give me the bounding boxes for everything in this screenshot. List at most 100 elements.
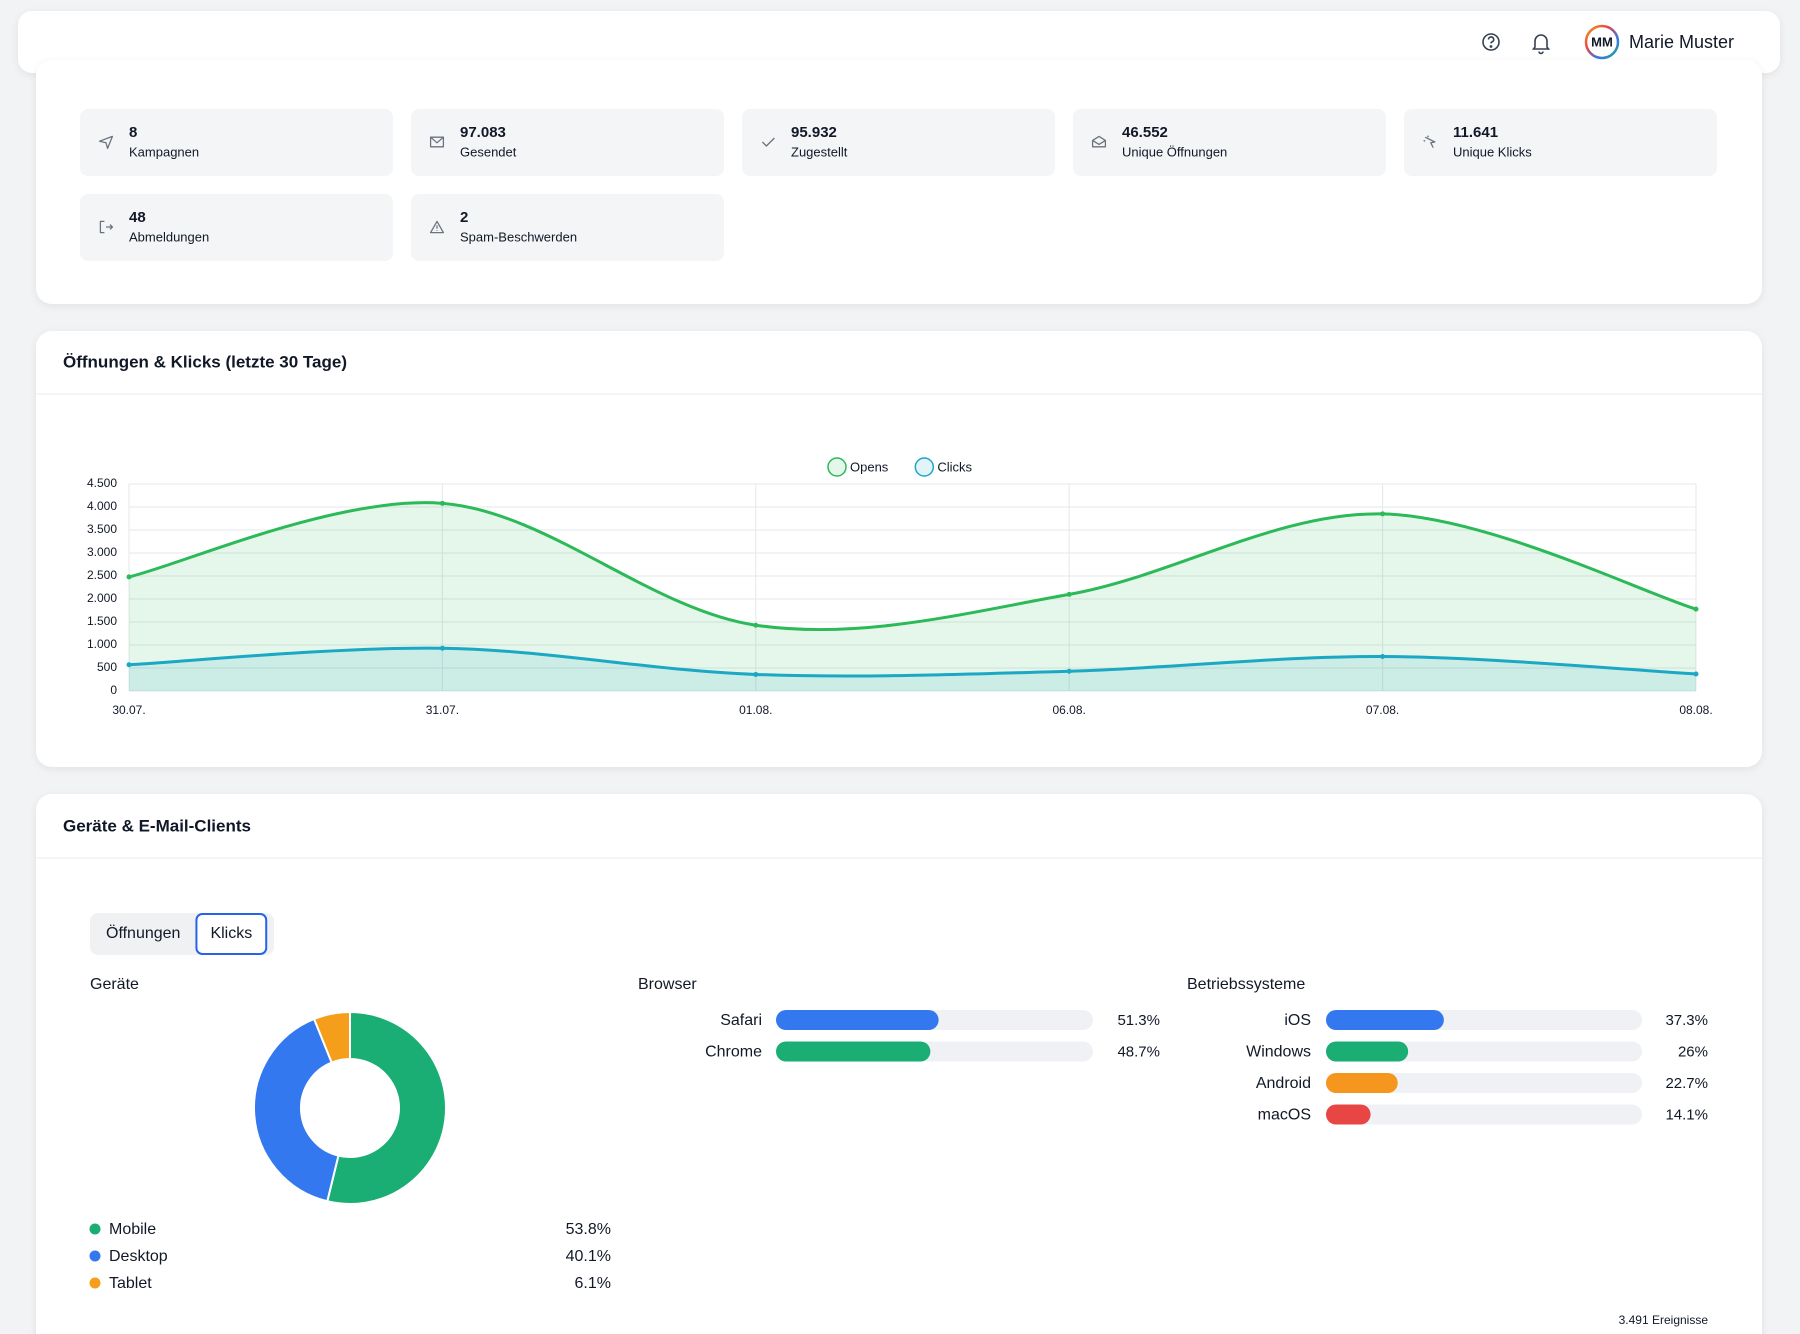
y-tick-label: 2.000	[87, 591, 117, 605]
x-tick-label: 31.07.	[426, 703, 459, 717]
legend-swatch[interactable]	[827, 457, 847, 477]
data-point	[753, 622, 759, 628]
legend-label[interactable]: Opens	[850, 459, 889, 474]
bar-label: iOS	[1284, 1012, 1311, 1029]
stat-value: 11.641	[1453, 124, 1498, 141]
stat-label: Unique Klicks	[1453, 144, 1532, 159]
footnote: 3.491 Ereignisse	[1619, 1313, 1709, 1327]
section-label: Browser	[638, 976, 697, 993]
legend-dot	[89, 1250, 101, 1262]
section-label: Betriebssysteme	[1187, 976, 1305, 993]
bar	[1326, 1041, 1409, 1062]
y-tick-label: 3.000	[87, 545, 117, 559]
help-icon[interactable]	[1482, 33, 1500, 51]
bar-value: 51.3%	[1117, 1012, 1160, 1029]
x-tick-label: 07.08.	[1366, 703, 1399, 717]
y-tick-label: 1.500	[87, 614, 117, 628]
bar	[776, 1041, 931, 1062]
legend-label: Desktop	[109, 1248, 168, 1265]
stat-label: Unique Öffnungen	[1122, 144, 1227, 159]
legend-label: Tablet	[109, 1275, 152, 1292]
stat-icon	[429, 220, 445, 234]
x-tick-label: 06.08.	[1053, 703, 1086, 717]
legend-dot	[89, 1277, 101, 1289]
donut-segment	[312, 1010, 351, 1064]
header-bar	[18, 11, 1780, 73]
stat-tile	[80, 109, 393, 176]
bar-value: 48.7%	[1117, 1043, 1160, 1060]
stat-value: 2	[460, 209, 468, 226]
tab[interactable]: Öffnungen	[106, 924, 180, 942]
stat-icon	[429, 136, 445, 148]
donut-segment	[326, 1010, 447, 1205]
y-tick-label: 1.000	[87, 637, 117, 651]
stat-tile	[80, 194, 393, 261]
bar-track	[1326, 1104, 1642, 1125]
y-tick-label: 500	[97, 660, 117, 674]
y-tick-label: 3.500	[87, 522, 117, 536]
legend-value: 6.1%	[575, 1275, 611, 1292]
data-point	[1380, 654, 1386, 659]
devices-card	[36, 794, 1762, 1334]
stat-tile	[1404, 109, 1717, 176]
y-tick-label: 4.500	[87, 476, 117, 490]
stat-label: Zugestellt	[791, 144, 848, 159]
data-point	[753, 671, 759, 677]
y-tick-label: 2.500	[87, 568, 117, 582]
chart-title: Öffnungen & Klicks (letzte 30 Tage)	[63, 352, 347, 371]
tab[interactable]: Klicks	[210, 925, 252, 942]
legend-label: Mobile	[109, 1221, 156, 1238]
legend-value: 40.1%	[566, 1248, 611, 1265]
stat-icon	[1423, 135, 1436, 148]
data-point	[1693, 671, 1699, 677]
bar-value: 22.7%	[1665, 1075, 1708, 1092]
stat-icon	[761, 137, 775, 147]
bar-label: Chrome	[705, 1044, 762, 1061]
user-name[interactable]: Marie Muster	[1629, 32, 1734, 52]
notification-icon[interactable]	[1531, 34, 1551, 55]
stat-value: 46.552	[1122, 124, 1168, 141]
stat-value: 95.932	[791, 124, 837, 141]
stat-value: 48	[129, 209, 146, 226]
legend-value: 53.8%	[566, 1221, 611, 1238]
legend-dot	[89, 1223, 101, 1235]
x-tick-label: 30.07.	[112, 703, 145, 717]
stat-label: Kampagnen	[129, 144, 199, 159]
devices-title: Geräte & E-Mail-Clients	[63, 816, 251, 835]
stat-icon	[99, 220, 114, 234]
y-tick-label: 0	[110, 683, 117, 697]
x-tick-label: 08.08.	[1679, 703, 1712, 717]
x-tick-label: 01.08.	[739, 703, 772, 717]
stat-tile	[411, 109, 724, 176]
avatar[interactable]	[1584, 24, 1620, 60]
section-label: Geräte	[90, 976, 139, 993]
data-point	[1066, 668, 1072, 674]
y-tick-label: 4.000	[87, 499, 117, 513]
bar	[776, 1010, 939, 1030]
stat-label: Spam-Beschwerden	[460, 229, 577, 244]
stats-card	[36, 60, 1762, 304]
series-line	[128, 646, 1697, 678]
stat-tile	[1073, 109, 1386, 176]
bar-value: 14.1%	[1665, 1106, 1708, 1123]
bar	[1326, 1073, 1398, 1093]
data-point	[126, 662, 132, 668]
tab-active[interactable]	[195, 913, 268, 955]
legend-label[interactable]: Clicks	[937, 459, 972, 474]
bar-track	[1326, 1073, 1642, 1093]
stat-tile	[411, 194, 724, 261]
bar-value: 26%	[1678, 1043, 1708, 1060]
stat-value: 8	[129, 124, 137, 141]
data-point	[1693, 606, 1699, 612]
bar	[1326, 1010, 1444, 1030]
stat-value: 97.083	[460, 124, 506, 141]
donut-segment	[253, 1017, 340, 1203]
series-line	[128, 501, 1697, 632]
stat-icon	[98, 135, 114, 150]
legend-swatch[interactable]	[914, 457, 935, 477]
bar-label: Safari	[720, 1012, 762, 1029]
series-area	[129, 502, 1696, 691]
stat-label: Gesendet	[460, 144, 517, 159]
data-point	[1066, 591, 1072, 597]
bar-label: macOS	[1258, 1107, 1311, 1124]
